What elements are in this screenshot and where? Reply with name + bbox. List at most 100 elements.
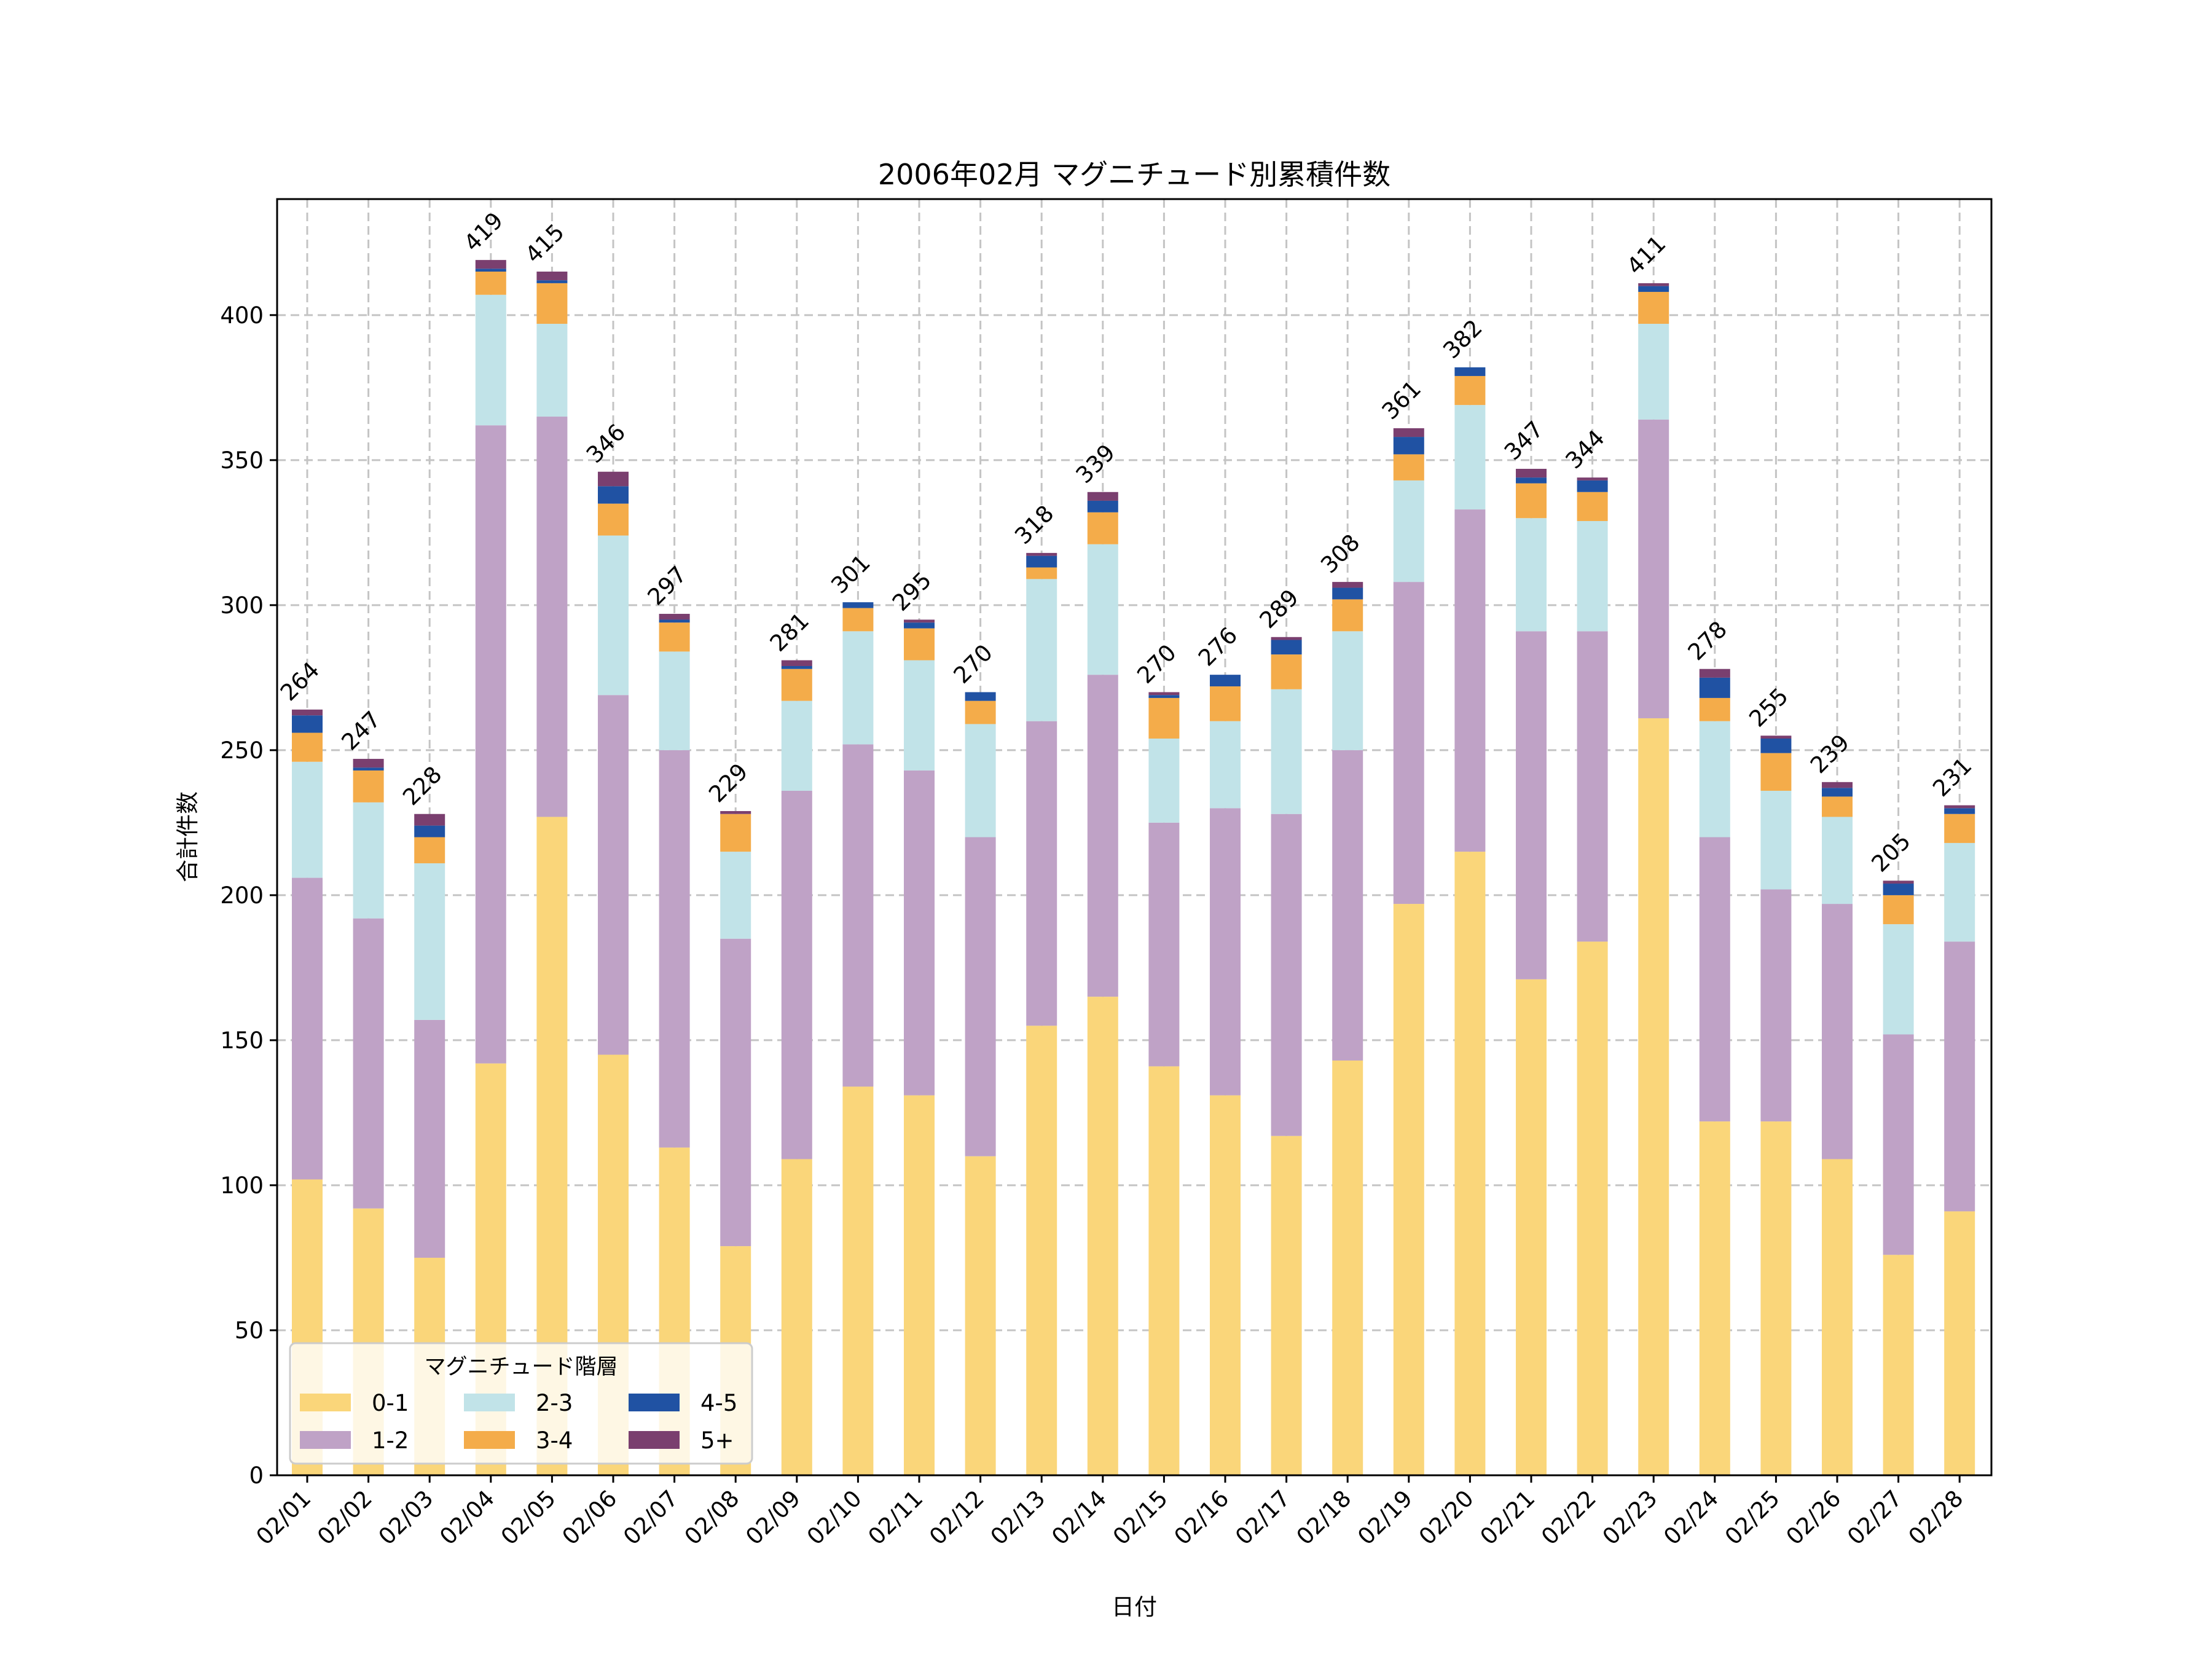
bar-segment-3-4 xyxy=(1332,599,1363,632)
bar-segment-4-5 xyxy=(1393,437,1424,455)
bar-segment-2-3 xyxy=(414,863,445,1020)
bar-segment-2-3 xyxy=(353,802,384,919)
bar-segment-2-3 xyxy=(659,651,690,750)
bar-stack xyxy=(1148,692,1180,1475)
bar-segment-4-5 xyxy=(353,767,384,771)
bar-segment-2-3 xyxy=(1454,405,1486,510)
y-tick-label: 200 xyxy=(220,882,264,909)
bar-segment-5plus xyxy=(1516,469,1547,478)
bar-segment-3-4 xyxy=(1210,686,1241,721)
bar-segment-0-1 xyxy=(1148,1066,1180,1475)
bar-segment-2-3 xyxy=(1883,924,1914,1035)
bar-segment-5plus xyxy=(414,814,445,826)
bar-segment-0-1 xyxy=(1577,941,1608,1475)
y-axis-ticks: 0 50 100 150 200 250 300 350 400 xyxy=(220,302,277,1489)
y-tick-label: 150 xyxy=(220,1027,264,1054)
bar-segment-4-5 xyxy=(598,486,629,504)
bar-segment-0-1 xyxy=(1699,1121,1730,1475)
bar-segment-3-4 xyxy=(292,732,323,762)
legend-label: 1-2 xyxy=(372,1427,409,1454)
legend-item: 1-2 xyxy=(300,1427,409,1454)
y-tick-label: 300 xyxy=(220,592,264,619)
bar-stack xyxy=(292,709,323,1475)
bar-segment-1-2 xyxy=(1760,889,1792,1122)
bar-segment-0-1 xyxy=(904,1095,935,1475)
bar-segment-0-1 xyxy=(1271,1135,1302,1475)
bar-segment-1-2 xyxy=(475,425,506,1064)
bar-segment-3-4 xyxy=(1699,697,1730,721)
bar-segment-3-4 xyxy=(720,814,751,852)
legend-item: 2-3 xyxy=(464,1390,573,1416)
bar-segment-4-5 xyxy=(842,602,874,608)
bar-segment-1-2 xyxy=(1026,721,1057,1026)
bar-segment-5plus xyxy=(1760,735,1792,739)
bar-segment-1-2 xyxy=(1944,941,1975,1212)
bar-segment-3-4 xyxy=(1822,796,1853,817)
legend-swatch xyxy=(300,1431,351,1449)
bar-segment-5plus xyxy=(1822,782,1853,788)
bar-segment-1-2 xyxy=(720,938,751,1247)
bar-segment-2-3 xyxy=(1944,842,1975,942)
bar-segment-2-3 xyxy=(598,535,629,696)
bar-segment-2-3 xyxy=(1087,544,1118,675)
bar-segment-1-2 xyxy=(781,790,812,1159)
bar-stack xyxy=(1944,805,1975,1475)
bar-segment-4-5 xyxy=(1822,788,1853,797)
bar-segment-1-2 xyxy=(1638,419,1669,718)
bar-segment-0-1 xyxy=(1210,1095,1241,1475)
bar-segment-4-5 xyxy=(1332,587,1363,600)
bar-segment-3-4 xyxy=(659,622,690,652)
bar-segment-5plus xyxy=(1026,552,1057,556)
bar-segment-0-1 xyxy=(781,1159,812,1475)
bar-segment-5plus xyxy=(598,471,629,487)
bar-segment-5plus xyxy=(781,660,812,666)
bar-segment-5plus xyxy=(659,614,690,620)
bar-segment-1-2 xyxy=(1332,750,1363,1061)
bar-segment-5plus xyxy=(1148,692,1180,696)
bar-segment-5plus xyxy=(536,272,568,281)
bar-segment-4-5 xyxy=(1577,480,1608,492)
bar-segment-2-3 xyxy=(1760,790,1792,890)
bar-segment-4-5 xyxy=(475,269,506,272)
bar-segment-2-3 xyxy=(1577,520,1608,632)
bar-stack xyxy=(1332,582,1363,1475)
bar-segment-2-3 xyxy=(1516,518,1547,632)
bar-segment-5plus xyxy=(1883,880,1914,884)
bar-segment-4-5 xyxy=(1148,695,1180,698)
bar-segment-1-2 xyxy=(659,750,690,1148)
bar-stack xyxy=(1271,637,1302,1475)
bar-segment-3-4 xyxy=(1944,814,1975,843)
bar-segment-1-2 xyxy=(1393,582,1424,904)
bar-segment-3-4 xyxy=(1271,654,1302,689)
bar-segment-1-2 xyxy=(1271,814,1302,1136)
bar-stack xyxy=(1454,367,1486,1475)
bar-segment-5plus xyxy=(1699,669,1730,678)
bar-segment-0-1 xyxy=(1944,1211,1975,1475)
legend-item: 0-1 xyxy=(300,1390,409,1416)
bar-segment-1-2 xyxy=(292,877,323,1180)
bar-segment-2-3 xyxy=(904,660,935,771)
bar-stack xyxy=(536,272,568,1475)
bar-segment-1-2 xyxy=(1699,837,1730,1122)
bar-segment-2-3 xyxy=(1638,323,1669,420)
bar-segment-1-2 xyxy=(1454,509,1486,852)
bar-segment-3-4 xyxy=(1577,492,1608,521)
bar-segment-1-2 xyxy=(1577,631,1608,942)
bar-segment-0-1 xyxy=(965,1156,996,1475)
bar-segment-2-3 xyxy=(965,724,996,837)
bar-segment-2-3 xyxy=(292,761,323,878)
bar-segment-2-3 xyxy=(781,700,812,791)
bar-segment-0-1 xyxy=(1822,1159,1853,1475)
legend-swatch xyxy=(300,1394,351,1411)
legend-swatch xyxy=(629,1431,680,1449)
bar-segment-4-5 xyxy=(1087,500,1118,512)
legend-label: 5+ xyxy=(700,1427,734,1454)
bar-segment-1-2 xyxy=(1822,904,1853,1159)
bar-segment-4-5 xyxy=(1944,808,1975,814)
bar-segment-1-2 xyxy=(598,695,629,1055)
bar-segment-3-4 xyxy=(1516,483,1547,519)
bar-segment-0-1 xyxy=(1883,1255,1914,1475)
legend-item: 4-5 xyxy=(629,1390,737,1416)
bar-segment-0-1 xyxy=(1516,979,1547,1475)
